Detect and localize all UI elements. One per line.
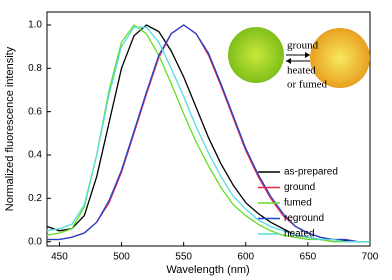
x-tick-label: 550: [175, 252, 192, 263]
series-line: [46, 26, 370, 243]
annotation: ground: [287, 40, 319, 52]
y-tick-label: 0.8: [28, 63, 42, 74]
x-tick-label: 650: [300, 252, 317, 263]
y-axis-label: Normalized fluorescence intensity: [4, 46, 16, 211]
photo-before: [228, 27, 284, 83]
plot-frame: [46, 11, 371, 247]
x-axis-label: Wavelength (nm): [166, 264, 249, 276]
x-tick-label: 700: [362, 252, 379, 263]
legend-label: reground: [284, 213, 324, 224]
annotation: heated: [287, 65, 316, 77]
y-tick-label: 1.0: [28, 20, 42, 31]
y-tick-label: 0.2: [28, 193, 42, 204]
annotation: or fumed: [287, 79, 328, 91]
legend-label: heated: [284, 229, 315, 240]
legend-label: ground: [284, 182, 315, 193]
x-tick-label: 600: [237, 252, 254, 263]
y-tick-label: 0.4: [28, 150, 42, 161]
x-tick-label: 500: [113, 252, 130, 263]
legend-label: fumed: [284, 198, 312, 209]
y-tick-label: 0.6: [28, 106, 42, 117]
series-line: [47, 24, 370, 243]
y-tick-label: 0.0: [28, 236, 42, 247]
arrow-head: [305, 52, 310, 58]
legend-label: as-prepared: [284, 167, 338, 178]
arrow-head: [286, 58, 291, 64]
photo-after: [310, 28, 370, 88]
x-tick-label: 450: [51, 252, 68, 263]
